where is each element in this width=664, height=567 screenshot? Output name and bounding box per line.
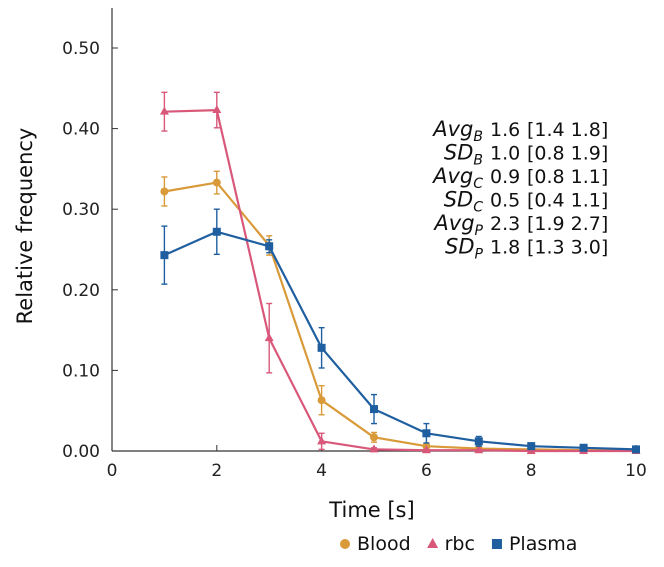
stat-label: SDB [444,141,483,169]
legend-item-plasma: Plasma [491,533,577,555]
legend-marker-blood [340,539,350,549]
legend-label-blood: Blood [357,533,411,555]
x-tick-label: 0 [107,461,118,481]
legend-item-blood: Blood [340,533,411,555]
rbc-point [474,445,484,454]
plasma-line [163,230,637,451]
plasma-point [579,443,588,452]
plasma-point [317,343,326,352]
y-tick-label: 0.10 [62,361,100,381]
rbc-point [369,444,379,453]
rbc-point [212,105,222,114]
y-tick-label: 0.20 [62,281,100,301]
rbc-point [264,333,274,342]
legend-item-rbc: rbc [427,533,475,555]
x-tick-label: 8 [526,461,537,481]
stat-interval: [1.9 2.7] [527,213,608,235]
stat-value: 2.3 [490,213,520,235]
stat-label: SDC [444,188,484,216]
x-tick-label: 6 [421,461,432,481]
legend-marker-plasma [491,539,502,549]
stat-interval: [0.8 1.9] [527,143,608,165]
rbc-point [421,445,431,454]
series-plasma [160,208,640,454]
stat-interval: [0.4 1.1] [527,190,608,212]
legend-label-plasma: Plasma [509,533,577,555]
blood-point [160,187,169,196]
stat-row: SDC 0.5 [0.4 1.1] [444,188,609,216]
plasma-point [474,437,483,446]
x-axis-title: Time [s] [328,498,414,522]
stat-row: AvgP 2.3 [1.9 2.7] [432,211,608,239]
plasma-point [370,405,378,414]
plasma-point [527,442,536,451]
stat-row: AvgB 1.6 [1.4 1.8] [431,117,608,145]
stat-value: 0.9 [490,166,520,188]
y-tick-label: 0.00 [62,442,100,462]
plasma-point [632,445,640,454]
blood-point [212,178,221,187]
stat-label: AvgC [431,164,483,192]
plasma-point [212,227,221,236]
plasma-point [160,251,169,260]
y-tick-label: 0.30 [62,200,100,220]
stat-row: SDP 1.8 [1.3 3.0] [445,235,608,263]
plasma-point [422,429,431,438]
stat-interval: [0.8 1.1] [527,166,608,188]
legend: Blood rbc Plasma [340,533,577,555]
stat-row: SDB 1.0 [0.8 1.9] [444,141,608,169]
blood-point [317,396,326,405]
stat-value: 0.5 [490,190,520,212]
y-tick-label: 0.50 [62,39,100,59]
blood-line [164,181,636,452]
x-tick-label: 10 [625,461,647,481]
stat-interval: [1.3 3.0] [527,237,608,259]
stat-label: AvgP [432,211,483,239]
stat-label: AvgB [431,117,483,145]
stat-value: 1.6 [490,119,520,141]
blood-point [370,433,378,442]
rbc-point [317,436,327,445]
y-tick-label: 0.40 [62,120,100,140]
legend-marker-rbc [427,538,439,548]
stat-interval: [1.4 1.8] [527,119,608,141]
stat-row: AvgC 0.9 [0.8 1.1] [431,164,608,192]
rbc-point [159,106,169,115]
plasma-point [265,242,274,251]
series-layer [159,91,641,455]
legend-label-rbc: rbc [445,533,475,555]
x-tick-label: 2 [211,461,222,481]
stat-label: SDP [445,235,484,263]
x-tick-label: 4 [316,461,327,481]
stat-value: 1.0 [490,143,520,165]
y-axis-title: Relative frequency [13,128,37,325]
stat-value: 1.8 [490,237,520,259]
y-ticks: 0.00 0.10 0.20 0.30 0.40 0.50 [62,39,118,462]
stats-annotation: AvgB 1.6 [1.4 1.8] SDB 1.0 [0.8 1.9] AvgC 0.9 [0… [431,117,608,263]
rbc-line [164,108,636,453]
series-rbc [159,91,641,454]
